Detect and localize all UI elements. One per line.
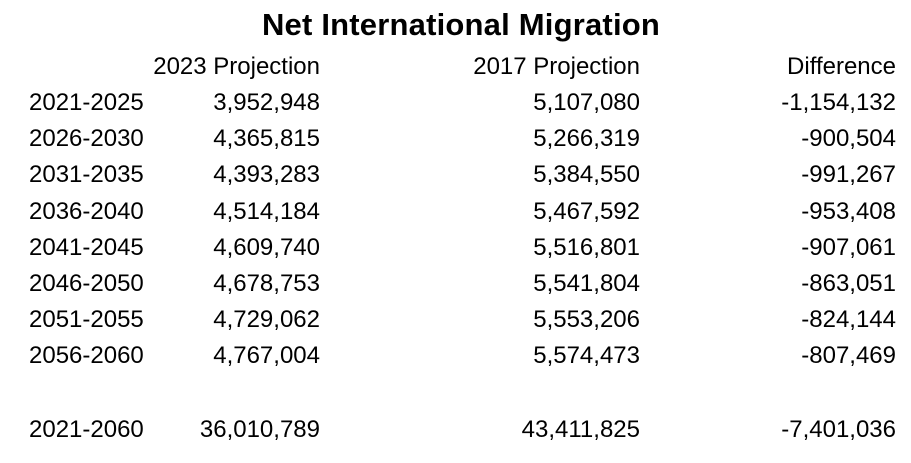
period-cell: 2056-2060 [29,342,144,370]
table-title: Net International Migration [261,7,661,42]
period-cell: 2021-2060 [29,416,144,443]
difference-cell: -991,267 [801,161,896,189]
projection-2023-cell: 3,952,948 [213,89,320,116]
projection-2017-cell: 5,107,080 [533,89,640,116]
projection-2017-cell: 5,574,473 [533,342,640,370]
period-cell: 2051-2055 [29,306,144,334]
difference-cell: -1,154,132 [781,89,896,116]
projection-2017-cell: 5,384,550 [533,161,640,189]
projection-2023-cell: 36,010,789 [199,416,320,443]
header-difference: Difference [787,53,896,80]
projection-2023-cell: 4,609,740 [213,233,320,261]
projection-2017-cell: 5,266,319 [533,125,640,153]
projection-2023-cell: 4,393,283 [213,161,320,189]
difference-cell: -900,504 [801,125,896,153]
difference-cell: -953,408 [801,197,896,225]
projection-2023-cell: 4,767,004 [213,342,320,370]
difference-cell: -824,144 [801,306,896,334]
projection-2023-cell: 4,729,062 [213,306,320,334]
period-cell: 2046-2050 [29,270,144,297]
projection-2023-cell: 4,514,184 [213,197,320,225]
difference-cell: -863,051 [801,270,896,297]
difference-cell: -907,061 [801,233,896,261]
projection-2023-cell: 4,365,815 [213,125,320,153]
period-cell: 2041-2045 [29,233,144,261]
header-2017-projection: 2017 Projection [473,53,640,80]
projection-2017-cell: 5,467,592 [533,197,640,225]
period-cell: 2026-2030 [29,125,144,153]
header-2023-projection: 2023 Projection [153,53,320,80]
period-cell: 2036-2040 [29,197,144,225]
projection-2017-cell: 43,411,825 [521,416,640,443]
difference-cell: -807,469 [801,342,896,370]
projection-2017-cell: 5,516,801 [533,233,640,261]
projection-2017-cell: 5,553,206 [533,306,640,334]
projection-2017-cell: 5,541,804 [533,270,640,297]
period-cell: 2031-2035 [29,161,144,189]
period-cell: 2021-2025 [29,89,144,116]
difference-cell: -7,401,036 [781,416,896,443]
projection-2023-cell: 4,678,753 [213,270,320,297]
